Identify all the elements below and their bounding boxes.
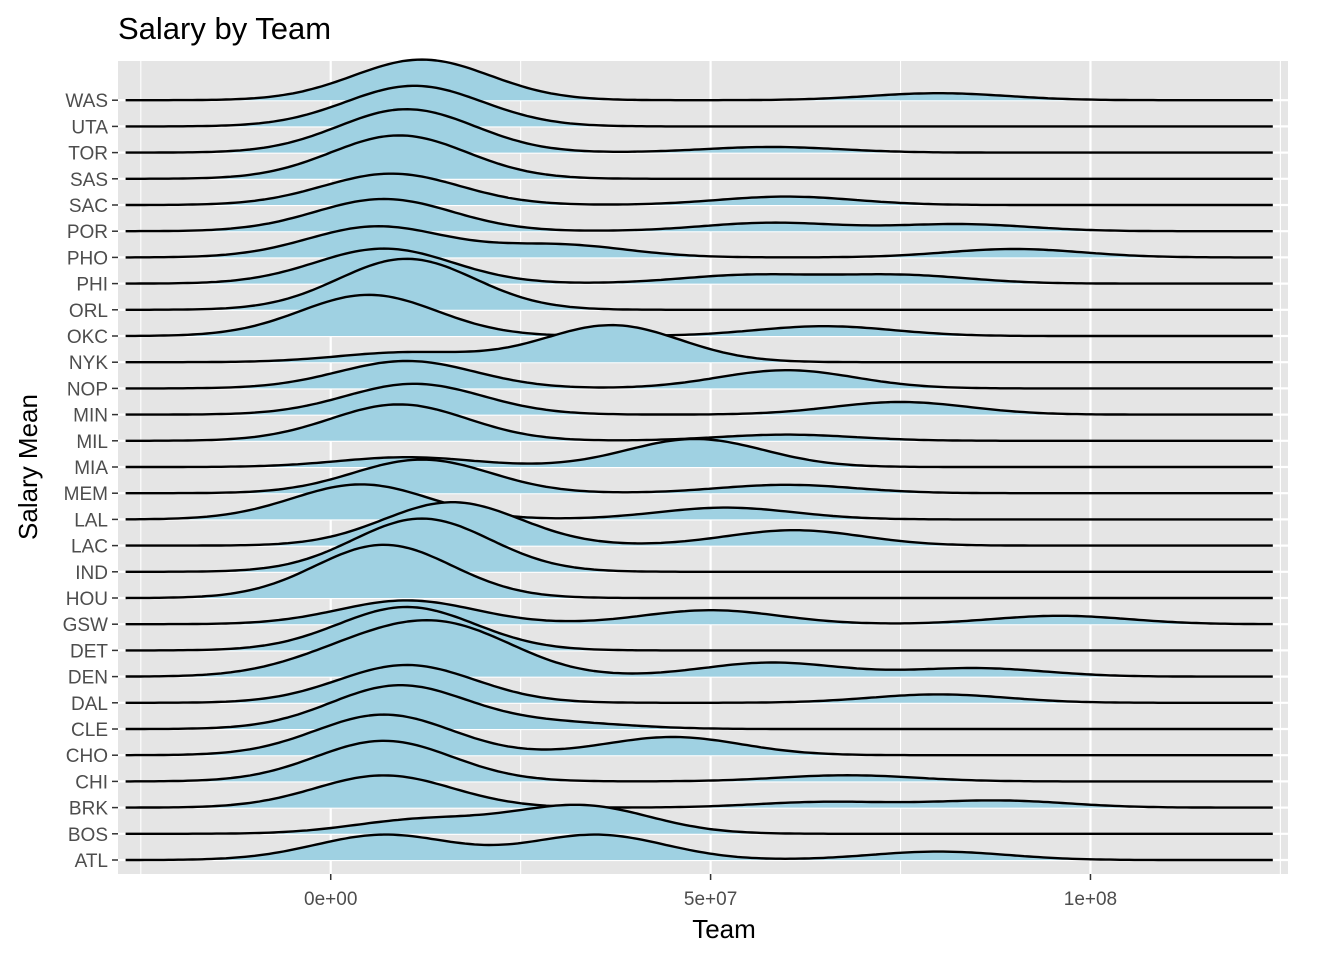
ridge-line [125, 247, 1273, 285]
ridge-line [125, 833, 1273, 862]
ridge-area [125, 740, 1273, 782]
y-tick-label: PHO [67, 248, 108, 269]
ridge-area [125, 226, 1273, 258]
ridge-area [125, 544, 1273, 598]
y-tick-label: SAS [70, 170, 108, 191]
ridge-line [125, 197, 1273, 233]
x-axis-title: Team [692, 914, 756, 944]
ridge-line [125, 58, 1273, 102]
ridge-sas [125, 134, 1273, 180]
y-tick-label: NOP [67, 379, 108, 400]
ridge-mem [125, 458, 1273, 495]
ridge-area [125, 135, 1273, 179]
ridge-den [125, 619, 1273, 678]
ridge-line [125, 437, 1273, 469]
ridge-atl [125, 833, 1273, 862]
ridge-hou [125, 543, 1273, 600]
ridge-line [125, 619, 1273, 678]
ridge-area [125, 459, 1273, 494]
ridges [125, 58, 1273, 862]
y-axis-title: Salary Mean [13, 394, 43, 540]
ridge-area [125, 775, 1273, 808]
y-tick-label: CHO [66, 746, 108, 767]
ridge-area [125, 199, 1273, 232]
ridge-por [125, 197, 1273, 233]
ridge-line [125, 605, 1273, 652]
y-tick-label: UTA [71, 117, 108, 138]
ridge-line [125, 458, 1273, 495]
ridge-pho [125, 225, 1273, 259]
y-tick-label: MIN [73, 406, 108, 427]
ridge-line [125, 257, 1273, 311]
chart-title: Salary by Team [118, 11, 331, 46]
ridge-area [125, 620, 1273, 677]
ridge-line [125, 543, 1273, 600]
y-tick-label: LAL [74, 510, 108, 531]
y-tick-label: DAL [71, 694, 108, 715]
ridge-line [125, 225, 1273, 259]
ridge-area [125, 404, 1273, 441]
ridge-area [125, 173, 1273, 205]
y-tick-label: BRK [69, 799, 108, 820]
y-tick-label: DEN [68, 668, 108, 689]
y-tick-label: GSW [63, 615, 108, 636]
ridge-line [125, 134, 1273, 180]
ridge-line [125, 599, 1273, 626]
ridge-line [125, 293, 1273, 338]
ridge-line [125, 684, 1273, 731]
x-axis: 0e+00 5e+07 1e+08 [304, 874, 1117, 910]
y-tick-label: WAS [65, 91, 108, 112]
ridge-line [125, 108, 1273, 154]
y-tick-label: OKC [67, 327, 108, 348]
ridge-area [125, 258, 1273, 310]
ridge-orl [125, 257, 1273, 311]
ridge-line [125, 172, 1273, 207]
y-axis: ATL BOS BRK CHI CHO CLE DAL DEN DET GSW HOU IND LAC L… [63, 91, 118, 872]
x-tick-label: 1e+08 [1064, 889, 1117, 910]
y-tick-label: NYK [69, 353, 108, 374]
ridge-line [125, 359, 1273, 390]
y-tick-label: MIA [74, 458, 108, 479]
ridge-line [125, 84, 1273, 128]
ridge-okc [125, 293, 1273, 338]
y-tick-label: HOU [66, 589, 108, 610]
ridge-chi [125, 739, 1273, 783]
y-tick-label: DET [70, 641, 108, 662]
ridge-line [125, 483, 1273, 521]
y-tick-label: MEM [64, 484, 108, 505]
ridge-area [125, 804, 1273, 834]
y-tick-label: POR [67, 222, 108, 243]
y-tick-label: PHI [76, 275, 108, 296]
y-tick-label: LAC [71, 537, 108, 558]
y-tick-label: CHI [75, 772, 108, 793]
y-tick-label: SAC [69, 196, 108, 217]
x-tick-label: 5e+07 [684, 889, 737, 910]
ridge-line [125, 663, 1273, 704]
ridge-line [125, 382, 1273, 416]
y-tick-label: BOS [68, 825, 108, 846]
ridge-bos [125, 803, 1273, 835]
ridge-area [125, 294, 1273, 336]
y-tick-label: ORL [69, 301, 108, 322]
ridge-line [125, 803, 1273, 835]
ridge-line [125, 774, 1273, 809]
y-tick-label: ATL [75, 851, 108, 872]
ridge-line [125, 713, 1273, 757]
ridge-line [125, 501, 1273, 547]
y-tick-label: CLE [71, 720, 108, 741]
ridge-area [125, 361, 1273, 389]
ridge-sac [125, 172, 1273, 207]
y-tick-label: MIL [76, 432, 108, 453]
x-tick-label: 0e+00 [304, 889, 357, 910]
ridge-line [125, 739, 1273, 783]
ridge-line [125, 517, 1273, 573]
ridge-brk [125, 774, 1273, 809]
ridge-line [125, 323, 1273, 364]
y-tick-label: TOR [68, 144, 108, 165]
ridge-nyk [125, 323, 1273, 364]
ridge-nop [125, 359, 1273, 390]
y-tick-label: IND [75, 563, 108, 584]
